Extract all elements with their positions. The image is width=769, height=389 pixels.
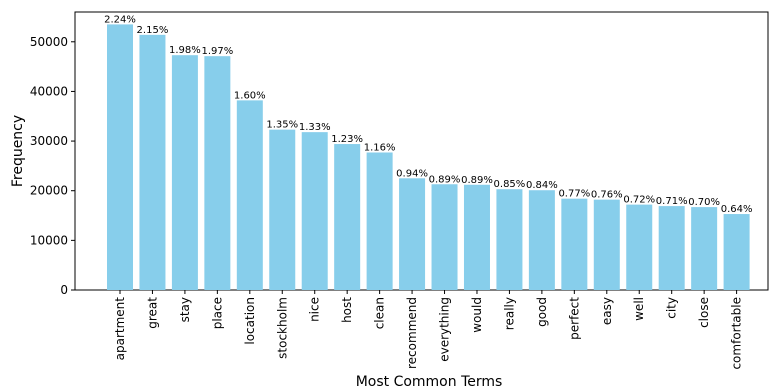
x-tick-label-close: close <box>697 297 711 328</box>
bar-stay <box>171 55 198 290</box>
y-tick-label-40000: 40000 <box>30 84 68 98</box>
bar-well <box>626 204 653 290</box>
data-label-stockholm: 1.35% <box>266 120 298 131</box>
x-tick-label-comfortable: comfortable <box>730 297 744 370</box>
x-tick-label-apartment: apartment <box>113 297 127 361</box>
data-label-nice: 1.33% <box>299 122 331 133</box>
data-label-everything: 0.89% <box>429 174 461 185</box>
data-label-would: 0.89% <box>461 175 493 186</box>
bars-group <box>107 24 750 291</box>
bar-really <box>496 189 523 290</box>
x-tick-label-nice: nice <box>308 297 322 322</box>
y-axis-title: Frequency <box>10 115 26 187</box>
data-label-recommend: 0.94% <box>396 168 428 179</box>
x-axis-title: Most Common Terms <box>356 374 503 389</box>
x-tick-label-stockholm: stockholm <box>275 297 289 359</box>
data-label-location: 1.60% <box>234 90 266 101</box>
x-tick-label-recommend: recommend <box>405 297 419 369</box>
bar-location <box>236 100 263 290</box>
data-label-city: 0.71% <box>656 196 688 207</box>
x-tick-label-location: location <box>243 297 257 345</box>
y-tick-label-50000: 50000 <box>30 35 68 49</box>
data-label-well: 0.72% <box>623 195 655 206</box>
x-tick-label-place: place <box>210 297 224 329</box>
data-label-great: 2.15% <box>137 25 169 36</box>
x-tick-label-good: good <box>535 297 549 327</box>
bar-great <box>139 34 166 291</box>
bar-perfect <box>561 198 588 290</box>
bar-recommend <box>399 178 426 290</box>
x-tick-label-clean: clean <box>373 297 387 329</box>
x-tick-label-host: host <box>340 297 354 323</box>
bar-comfortable <box>723 214 750 290</box>
bar-clean <box>366 152 393 290</box>
bar-everything <box>431 184 458 290</box>
data-label-close: 0.70% <box>688 197 720 208</box>
x-tick-label-perfect: perfect <box>567 297 581 340</box>
x-tick-label-city: city <box>665 297 679 319</box>
x-tick-label-easy: easy <box>600 297 614 325</box>
data-label-stay: 1.98% <box>169 45 201 56</box>
data-label-easy: 0.76% <box>591 190 623 201</box>
data-label-comfortable: 0.64% <box>721 204 753 215</box>
bar-labels-group: 2.24%2.15%1.98% 1.97% 1.60% 1.35% 1.33%1.23%… <box>104 14 752 215</box>
x-axis: apartment great stay place location stockholm… <box>113 290 744 370</box>
bar-easy <box>593 199 620 290</box>
bar-nice <box>301 132 328 290</box>
bar-stockholm <box>269 129 296 290</box>
y-tick-label-20000: 20000 <box>30 184 68 198</box>
data-label-place: 1.97% <box>201 46 233 57</box>
x-tick-label-really: really <box>502 297 516 330</box>
bar-place <box>204 56 231 291</box>
x-tick-label-stay: stay <box>178 297 192 322</box>
bar-close <box>691 207 718 290</box>
x-tick-label-would: would <box>470 297 484 333</box>
plot-area: 2.24%2.15%1.98% 1.97% 1.60% 1.35% 1.33%1.23%… <box>30 11 769 370</box>
bar-good <box>528 190 555 290</box>
bar-would <box>463 184 490 290</box>
data-label-apartment: 2.24% <box>104 14 136 25</box>
x-tick-label-well: well <box>632 297 646 321</box>
data-label-really: 0.85% <box>494 179 526 190</box>
y-tick-label-10000: 10000 <box>30 233 68 247</box>
bar-host <box>334 144 361 290</box>
y-tick-label-0: 0 <box>60 283 68 297</box>
x-tick-label-everything: everything <box>438 297 452 362</box>
y-tick-label-30000: 30000 <box>30 134 68 148</box>
data-label-good: 0.84% <box>526 180 558 191</box>
bar-city <box>658 206 685 290</box>
bar-apartment <box>107 24 133 290</box>
data-label-host: 1.23% <box>331 134 363 145</box>
data-label-perfect: 0.77% <box>558 189 590 200</box>
x-tick-label-great: great <box>145 297 159 329</box>
y-axis: 0 10000 20000 30000 40000 50000 <box>30 35 75 297</box>
data-label-clean: 1.16% <box>364 142 396 153</box>
